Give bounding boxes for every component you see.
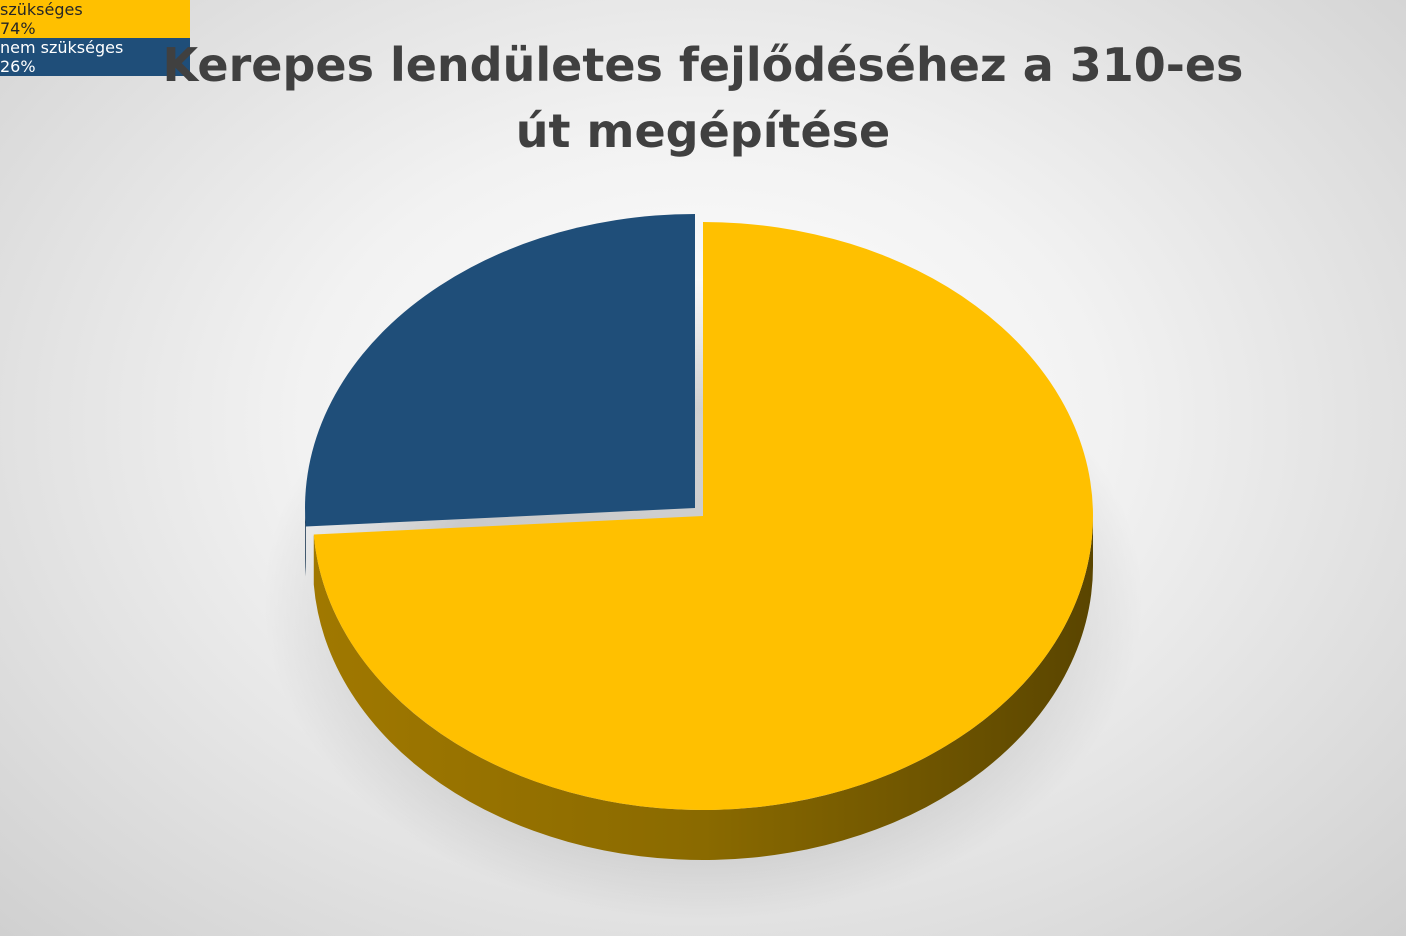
data-label: szükséges 74% [0, 0, 190, 38]
pie-slice [313, 222, 1094, 810]
chart-title: Kerepes lendületes fejlődéséhez a 310-es… [162, 38, 1244, 158]
data-label-category: szükséges [0, 0, 83, 19]
data-label-value: 26% [0, 57, 36, 76]
data-label-value: 74% [0, 19, 36, 38]
pie-slice [305, 214, 695, 527]
data-label: nem szükséges 26% [0, 38, 190, 76]
pie-slice-side [313, 516, 1094, 861]
data-label-category: nem szükséges [0, 38, 124, 57]
pie-slice-side [305, 508, 306, 577]
